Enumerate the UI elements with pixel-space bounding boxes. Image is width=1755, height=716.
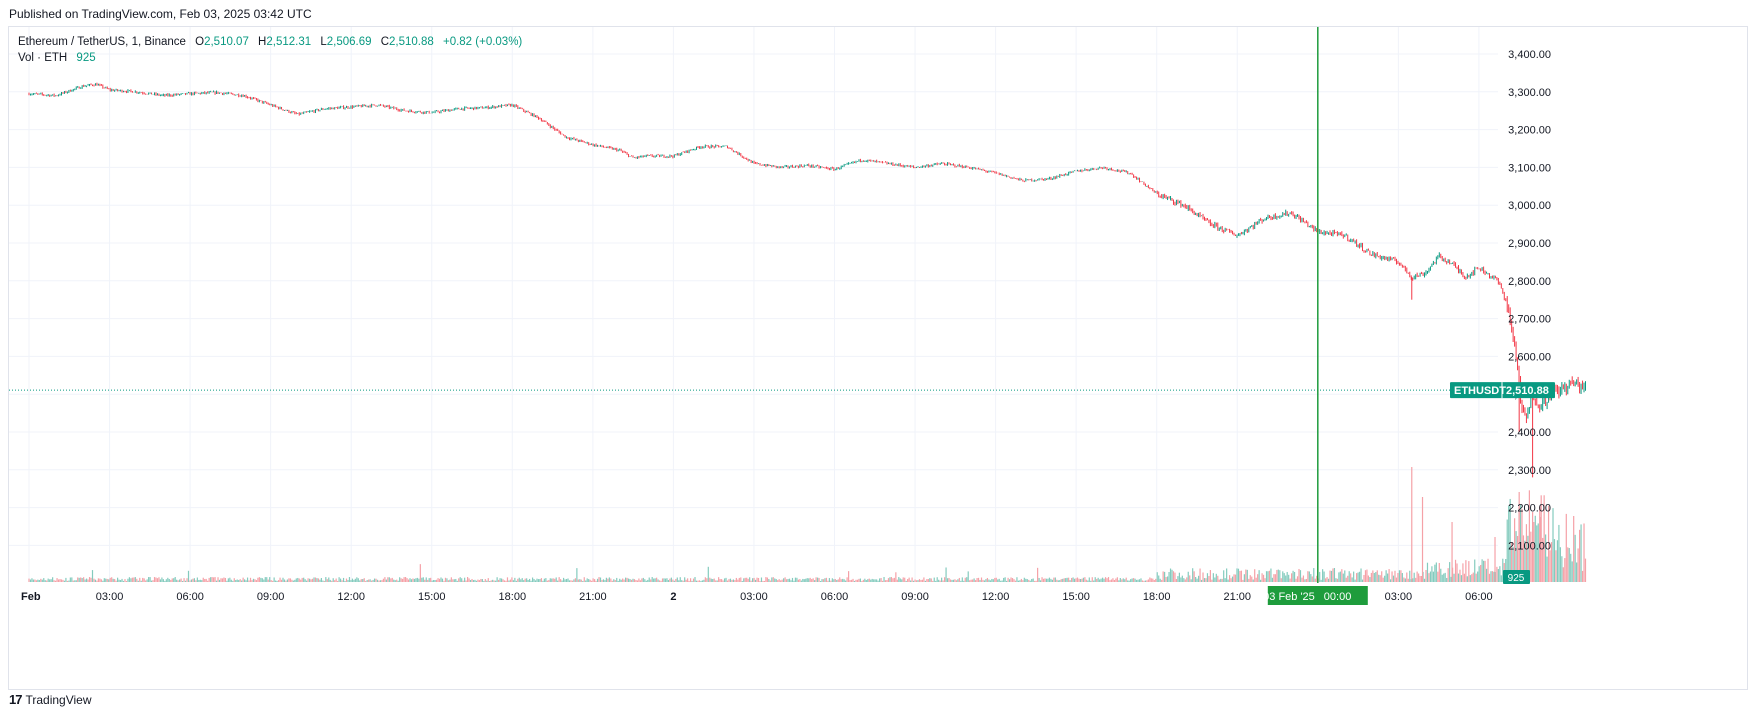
price-tick-label: 3,200.00 — [1508, 125, 1551, 137]
volume-tag-value: 925 — [1508, 573, 1525, 584]
crosshair-time-label-bg — [1267, 586, 1368, 605]
volume-value: 925 — [76, 52, 96, 64]
chart-grid — [9, 27, 1498, 582]
time-tick-label: 21:00 — [1223, 591, 1251, 603]
high-label: H — [258, 36, 267, 48]
price-tick-label: 2,400.00 — [1508, 427, 1551, 439]
time-tick-label: 09:00 — [257, 591, 285, 603]
price-axis: 3,400.00 3,300.00 3,200.00 3,100.00 3,000.00… — [1508, 49, 1551, 552]
close-label: C — [380, 36, 390, 48]
symbol-description: Ethereum / TetherUS, 1, Binance — [18, 36, 186, 48]
price-tick-label: 2,800.00 — [1508, 276, 1551, 288]
time-tick-label: 03:00 — [740, 591, 768, 603]
axis-tags: ETHUSDT 2,510.88 925 03 Feb '25 00:00 — [1263, 382, 1555, 605]
price-tick-label: 2,300.00 — [1508, 465, 1551, 477]
chart-lines — [9, 27, 1450, 583]
close-value: 2,510.88 — [389, 36, 434, 48]
price-tick-label: 2,700.00 — [1508, 314, 1551, 326]
time-tick-label: 18:00 — [1143, 591, 1171, 603]
time-tick-label: 12:00 — [982, 591, 1010, 603]
price-tick-label: 3,300.00 — [1508, 87, 1551, 99]
volume-bars — [28, 467, 1587, 582]
time-tick-label: 2 — [670, 591, 676, 603]
chart-legend: Ethereum / TetherUS, 1, Binance O2,510.0… — [18, 34, 522, 66]
change-value: +0.82 (+0.03%) — [442, 36, 523, 48]
ohlc-legend-row: Ethereum / TetherUS, 1, Binance O2,510.0… — [18, 34, 522, 50]
low-value: 2,506.69 — [326, 36, 372, 48]
time-tick-label: 03:00 — [1385, 591, 1413, 603]
price-tick-label: 2,200.00 — [1508, 503, 1551, 515]
crosshair-time-label: 00:00 — [1324, 591, 1352, 603]
price-tick-label: 3,100.00 — [1508, 162, 1551, 174]
brand-name: TradingView — [25, 692, 92, 707]
price-tick-label: 2,100.00 — [1508, 540, 1551, 552]
time-tick-label: Feb — [21, 591, 41, 603]
time-tick-label: 03:00 — [96, 591, 124, 603]
chart-frame[interactable] — [8, 26, 1748, 690]
tradingview-logo-icon: 17 — [9, 692, 23, 707]
time-tick-label: 06:00 — [1465, 591, 1493, 603]
volume-label: Vol · ETH — [18, 52, 68, 64]
high-value: 2,512.31 — [266, 36, 312, 48]
time-tick-label: 15:00 — [418, 591, 446, 603]
crosshair-date-label: 03 Feb '25 — [1263, 591, 1315, 603]
time-axis: Feb 03:00 06:00 09:00 12:00 15:00 18:00 21:00 2 0… — [21, 591, 1493, 603]
time-tick-label: 21:00 — [579, 591, 607, 603]
low-label: L — [320, 36, 327, 48]
candlestick-series — [28, 82, 1586, 478]
open-value: 2,510.07 — [204, 36, 249, 48]
time-tick-label: 12:00 — [337, 591, 365, 603]
price-tag-value: 2,510.88 — [1506, 385, 1549, 397]
price-tick-label: 3,400.00 — [1508, 49, 1551, 61]
time-tick-label: 06:00 — [821, 591, 849, 603]
price-tag-symbol: ETHUSDT — [1454, 385, 1506, 397]
open-label: O — [195, 36, 205, 48]
price-tick-label: 2,600.00 — [1508, 351, 1551, 363]
footer-brand[interactable]: 17 TradingView — [9, 692, 92, 707]
time-tick-label: 06:00 — [176, 591, 204, 603]
price-tick-label: 3,000.00 — [1508, 200, 1551, 212]
published-caption: Published on TradingView.com, Feb 03, 20… — [9, 7, 312, 21]
volume-legend-row: Vol · ETH 925 — [18, 50, 522, 66]
volume-tag-bg — [1503, 570, 1530, 584]
time-tick-label: 18:00 — [499, 591, 527, 603]
price-tick-label: 2,900.00 — [1508, 238, 1551, 250]
time-tick-label: 09:00 — [901, 591, 929, 603]
time-tick-label: 15:00 — [1062, 591, 1090, 603]
